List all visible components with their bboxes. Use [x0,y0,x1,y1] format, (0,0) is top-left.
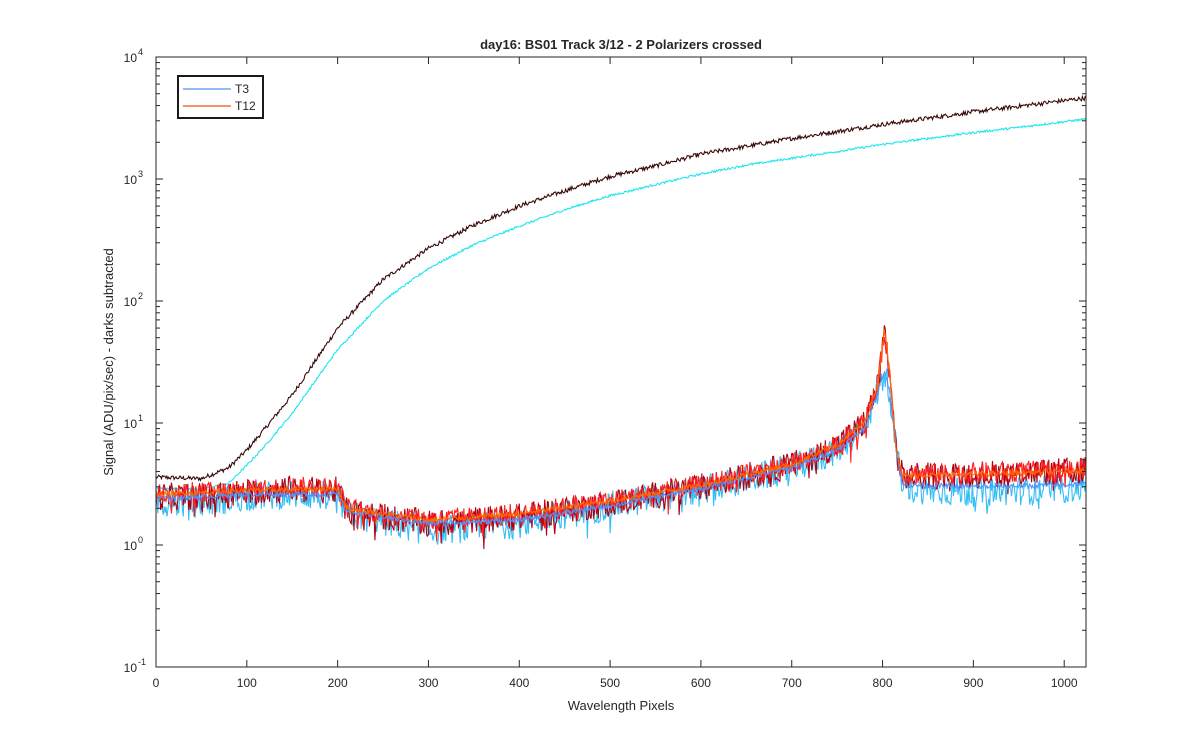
x-tick-label: 700 [782,676,802,690]
x-tick-label: 300 [418,676,438,690]
series-line-trace-2 [155,117,1087,491]
x-tick-label: 0 [153,676,160,690]
y-tick-label: 10 [124,295,138,309]
y-tick-exponent: 4 [138,47,143,57]
y-tick-exponent: 2 [138,291,143,301]
plot-area-background [156,57,1086,667]
legend-label-t12: T12 [235,99,256,113]
y-tick-exponent: -1 [138,657,146,667]
x-axis-label: Wavelength Pixels [568,698,675,713]
x-tick-label: 900 [963,676,983,690]
series-layer [155,94,1087,550]
y-tick-label: 10 [124,51,138,65]
y-tick-label: 10 [124,661,138,675]
series-line-t12 [155,329,1087,524]
series-line-trace-1 [155,94,1087,482]
x-tick-label: 400 [509,676,529,690]
x-tick-label: 600 [691,676,711,690]
plot-frame [155,56,1087,668]
series-line-trace-5 [155,337,1087,542]
x-tick-label: 1000 [1051,676,1078,690]
y-tick-label: 10 [124,173,138,187]
x-tick-label: 800 [873,676,893,690]
y-tick-exponent: 1 [138,413,143,423]
x-tick-label: 100 [237,676,257,690]
y-tick-label: 10 [124,539,138,553]
x-tick-label: 500 [600,676,620,690]
legend-label-t3: T3 [235,82,249,96]
y-tick-label: 10 [124,417,138,431]
x-tick-label: 200 [328,676,348,690]
legend-box [177,75,264,119]
chart-title: day16: BS01 Track 3/12 - 2 Polarizers cr… [480,37,762,52]
y-tick-exponent: 3 [138,169,143,179]
y-tick-exponent: 0 [138,535,143,545]
y-axis-label: Signal (ADU/pix/sec) - darks subtracted [101,248,116,476]
series-line-t3 [155,370,1087,528]
